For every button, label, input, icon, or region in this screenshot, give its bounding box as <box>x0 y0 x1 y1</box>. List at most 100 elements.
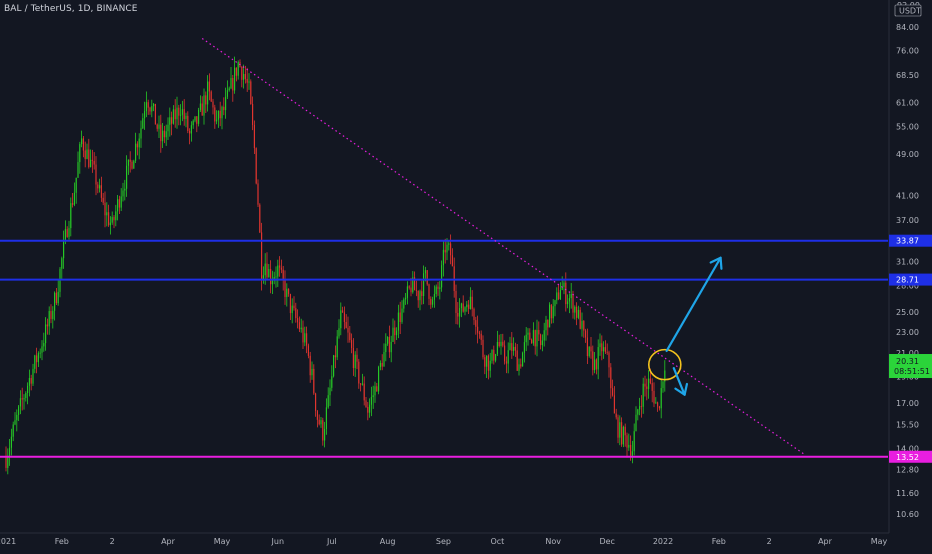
candle-body <box>567 301 569 305</box>
candle-body <box>140 128 142 139</box>
level-badge-label: 28.71 <box>896 276 919 285</box>
candle <box>421 280 423 305</box>
candle <box>306 326 308 354</box>
candle-body <box>588 346 590 357</box>
candle <box>73 182 75 207</box>
candle <box>455 284 457 325</box>
candle-body <box>100 185 102 198</box>
candle <box>370 386 372 417</box>
candle <box>102 192 104 206</box>
x-tick-label: 2022 <box>653 537 673 546</box>
candle <box>106 202 108 227</box>
candle-body <box>232 78 234 91</box>
candle-body <box>460 303 462 309</box>
candle <box>387 336 389 346</box>
candle-body <box>358 361 360 384</box>
candle <box>291 298 293 324</box>
candle-body <box>403 299 405 309</box>
candle <box>441 260 443 292</box>
candle <box>309 351 311 383</box>
candle-body <box>165 131 167 138</box>
candle <box>325 398 327 435</box>
candle-body <box>235 67 237 76</box>
y-tick-label: 76.00 <box>896 47 919 56</box>
candle-body <box>70 203 72 229</box>
candle <box>41 340 43 361</box>
candle-body <box>250 81 252 105</box>
candle <box>576 302 578 326</box>
candle <box>360 382 362 392</box>
candle <box>55 287 57 305</box>
candle-body <box>570 293 572 299</box>
candle-body <box>174 109 176 120</box>
candle <box>410 277 412 297</box>
candle <box>127 159 129 175</box>
candle-body <box>126 165 128 189</box>
candle-body <box>192 120 194 126</box>
candle <box>586 328 588 364</box>
candle-body <box>97 184 99 189</box>
candle <box>367 401 369 421</box>
candle <box>401 300 403 324</box>
candle <box>558 285 560 301</box>
candle <box>394 320 396 345</box>
candle-body <box>500 341 502 347</box>
candle-body <box>428 284 430 299</box>
candle <box>369 398 371 418</box>
candle <box>507 342 509 374</box>
candle-body <box>352 348 354 369</box>
candle-body <box>367 406 369 413</box>
candle <box>270 260 272 294</box>
candle-body <box>522 352 524 367</box>
candle-body <box>10 436 12 448</box>
candle <box>433 285 435 308</box>
candle <box>160 114 162 153</box>
candle <box>385 333 387 362</box>
candle-body <box>14 420 16 425</box>
candle-body <box>471 296 473 309</box>
candle-body <box>507 350 509 364</box>
candle-body <box>601 343 603 352</box>
candle-body <box>104 202 106 216</box>
candle-body <box>199 103 201 110</box>
candle <box>122 182 124 202</box>
arrow-down <box>672 367 689 396</box>
candle-body <box>41 346 43 353</box>
candle-body <box>189 130 191 134</box>
candle <box>487 354 489 380</box>
candle <box>124 179 126 201</box>
candle <box>444 238 446 264</box>
candle <box>329 379 331 406</box>
candle-body <box>493 349 495 361</box>
candle <box>149 106 151 115</box>
candle <box>545 315 547 341</box>
candle <box>655 397 657 404</box>
candle <box>293 296 295 311</box>
candle-body <box>514 346 516 351</box>
candle <box>194 116 196 123</box>
candle <box>140 120 142 148</box>
candle-body <box>549 304 551 328</box>
candle-body <box>534 330 536 347</box>
candle <box>136 141 138 156</box>
candle <box>95 156 97 196</box>
candle <box>284 270 286 305</box>
candle <box>406 281 408 305</box>
candle-body <box>68 228 70 237</box>
candle <box>32 363 34 386</box>
candle <box>57 280 59 306</box>
candle-body <box>433 294 435 300</box>
candle-body <box>118 199 120 208</box>
candle <box>30 374 32 391</box>
candle-body <box>12 424 14 437</box>
candle-body <box>329 387 331 396</box>
candle <box>288 288 290 297</box>
candle-body <box>214 107 216 122</box>
candle <box>502 333 504 348</box>
candle <box>347 316 349 343</box>
candle <box>459 298 461 328</box>
candle-body <box>271 280 273 285</box>
candle-body <box>27 385 29 393</box>
